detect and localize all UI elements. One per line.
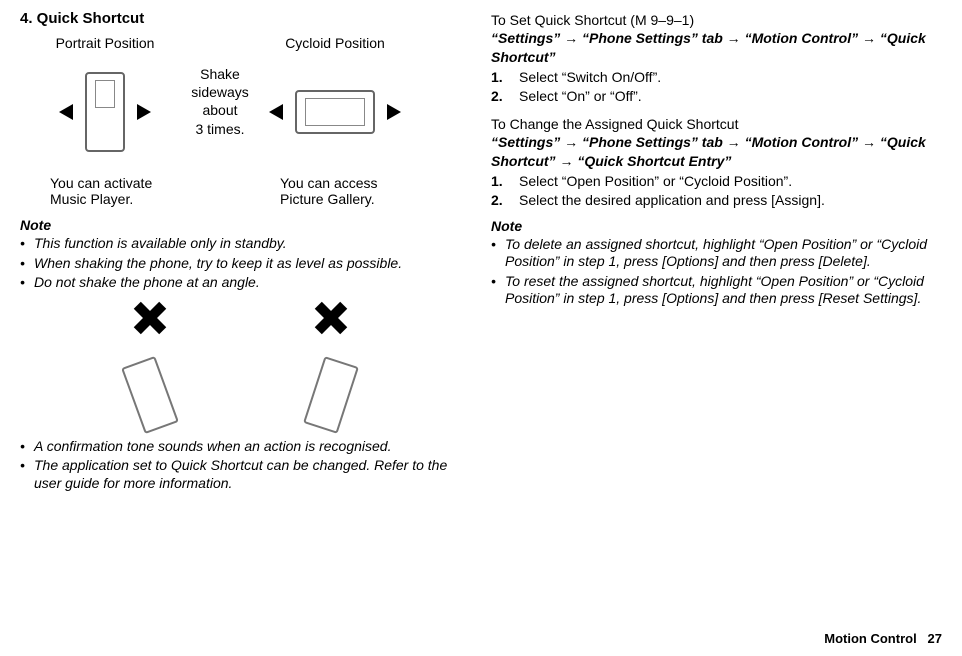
x-icon bbox=[132, 300, 168, 336]
settings-path: “Settings” → “Phone Settings” tab → “Mot… bbox=[491, 29, 942, 67]
cycloid-block: Cycloid Position You can access Picture … bbox=[270, 35, 400, 207]
portrait-label: Portrait Position bbox=[40, 35, 170, 51]
menu-reference: (M 9–9–1) bbox=[630, 12, 694, 28]
page-footer: Motion Control 27 bbox=[824, 631, 942, 646]
cycloid-illustration bbox=[270, 57, 400, 167]
set-shortcut-heading: To Set Quick Shortcut (M 9–9–1) bbox=[491, 12, 942, 28]
portrait-illustration bbox=[40, 57, 170, 167]
arrow-right-icon bbox=[137, 104, 151, 120]
step-item: 1.Select “Switch On/Off”. bbox=[491, 69, 942, 87]
phone-tilted-icon bbox=[303, 356, 359, 434]
note-item: •A confirmation tone sounds when an acti… bbox=[20, 438, 461, 456]
note-item: •To reset the assigned shortcut, highlig… bbox=[491, 273, 942, 308]
wrong-angle-2 bbox=[261, 300, 401, 430]
footer-page-number: 27 bbox=[928, 631, 942, 646]
portrait-block: Portrait Position You can activate Music… bbox=[40, 35, 170, 207]
note-item: •Do not shake the phone at an angle. bbox=[20, 274, 461, 292]
arrow-right-icon bbox=[387, 104, 401, 120]
arrow-left-icon bbox=[269, 104, 283, 120]
wrong-angle-illustrations bbox=[60, 300, 421, 430]
note-item: •To delete an assigned shortcut, highlig… bbox=[491, 236, 942, 271]
section-heading: 4. Quick Shortcut bbox=[20, 10, 461, 27]
step-item: 2.Select the desired application and pre… bbox=[491, 192, 942, 210]
left-column: 4. Quick Shortcut Portrait Position You … bbox=[20, 10, 481, 494]
note-item: •The application set to Quick Shortcut c… bbox=[20, 457, 461, 492]
wrong-angle-1 bbox=[80, 300, 220, 430]
portrait-caption: You can activate Music Player. bbox=[40, 175, 170, 207]
cycloid-label: Cycloid Position bbox=[270, 35, 400, 51]
phone-cycloid-icon bbox=[295, 90, 375, 134]
step-item: 1.Select “Open Position” or “Cycloid Pos… bbox=[491, 173, 942, 191]
phone-portrait-icon bbox=[85, 72, 125, 152]
step-item: 2.Select “On” or “Off”. bbox=[491, 88, 942, 106]
phone-tilted-icon bbox=[121, 355, 179, 433]
right-column: To Set Quick Shortcut (M 9–9–1) “Setting… bbox=[481, 10, 942, 494]
note-item: •When shaking the phone, try to keep it … bbox=[20, 255, 461, 273]
arrow-left-icon bbox=[59, 104, 73, 120]
note-item: •This function is available only in stan… bbox=[20, 235, 461, 253]
footer-section: Motion Control bbox=[824, 631, 916, 646]
note-heading: Note bbox=[20, 217, 461, 233]
x-icon bbox=[313, 300, 349, 336]
cycloid-caption: You can access Picture Gallery. bbox=[270, 175, 400, 207]
settings-path: “Settings” → “Phone Settings” tab → “Mot… bbox=[491, 133, 942, 171]
change-shortcut-heading: To Change the Assigned Quick Shortcut bbox=[491, 116, 942, 132]
note-heading: Note bbox=[491, 218, 942, 234]
shake-instruction: Shake sideways about 3 times. bbox=[170, 35, 270, 138]
position-illustrations: Portrait Position You can activate Music… bbox=[40, 35, 461, 207]
